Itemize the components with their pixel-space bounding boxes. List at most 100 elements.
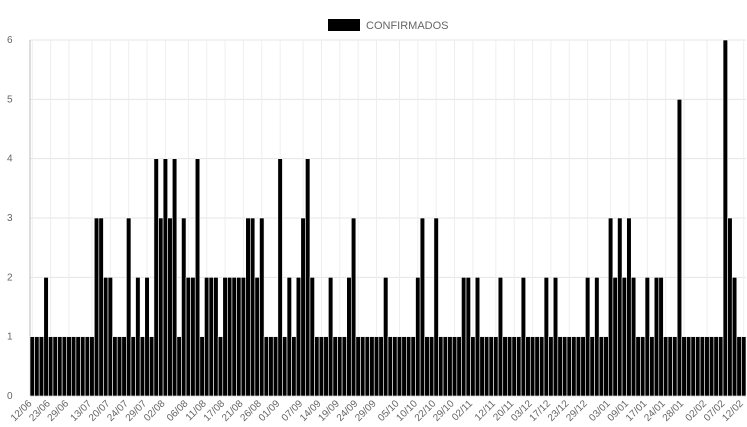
x-tick-label: 12/02 xyxy=(720,398,746,424)
bar xyxy=(608,217,614,397)
bar xyxy=(272,336,279,397)
bar xyxy=(741,336,747,397)
bar xyxy=(451,336,458,397)
y-tick-label: 3 xyxy=(7,213,13,224)
bar xyxy=(158,217,164,397)
bar xyxy=(103,277,109,397)
legend: CONFIRMADOS xyxy=(328,19,449,32)
x-tick-label: 28/01 xyxy=(661,398,687,424)
bar xyxy=(438,336,444,397)
bar xyxy=(89,336,95,397)
bar xyxy=(667,336,673,397)
bars xyxy=(29,39,747,397)
bar xyxy=(690,336,696,397)
bar xyxy=(144,277,150,397)
bar xyxy=(612,277,618,397)
bar xyxy=(217,336,224,397)
x-tick-label: 29/06 xyxy=(46,398,72,424)
bar xyxy=(704,336,710,397)
bar xyxy=(653,277,660,397)
bar xyxy=(410,336,416,397)
bar xyxy=(52,336,58,397)
bar xyxy=(488,336,494,397)
bar xyxy=(176,336,182,397)
bar xyxy=(589,336,595,397)
bar xyxy=(309,277,315,397)
bar xyxy=(135,277,141,397)
bar xyxy=(250,217,256,397)
bar xyxy=(126,217,132,397)
bar xyxy=(557,336,563,397)
y-tick-label: 5 xyxy=(7,94,13,105)
bar xyxy=(121,336,127,397)
bar xyxy=(286,277,292,397)
bar xyxy=(199,336,205,397)
bar xyxy=(185,277,191,397)
bar xyxy=(424,336,430,397)
bar xyxy=(153,158,159,397)
bar xyxy=(346,277,352,397)
bar xyxy=(337,336,343,397)
legend-swatch xyxy=(328,19,360,31)
bar xyxy=(364,336,370,397)
bar xyxy=(84,336,90,397)
bar xyxy=(695,336,701,397)
bar xyxy=(585,277,591,397)
bar xyxy=(722,39,728,397)
bar xyxy=(658,277,664,397)
bar xyxy=(167,217,173,397)
bar xyxy=(511,336,517,397)
y-tick-label: 6 xyxy=(7,35,13,46)
bar xyxy=(282,336,288,397)
bar xyxy=(149,336,155,397)
bar xyxy=(162,158,168,397)
bar xyxy=(474,277,481,397)
bar xyxy=(635,336,641,397)
y-tick-label: 2 xyxy=(7,272,13,283)
bar xyxy=(194,158,201,397)
bar xyxy=(222,277,228,397)
bar xyxy=(38,336,45,397)
bar xyxy=(387,336,393,397)
bar xyxy=(727,217,733,397)
bar xyxy=(447,336,453,397)
bar xyxy=(328,277,334,397)
bar xyxy=(516,336,522,397)
bar xyxy=(507,336,513,397)
bar xyxy=(548,336,554,397)
bar xyxy=(736,336,742,397)
bar xyxy=(75,336,81,397)
bar xyxy=(240,277,247,397)
bar xyxy=(621,277,627,397)
bar xyxy=(43,277,49,397)
bar xyxy=(617,217,623,397)
bar xyxy=(369,336,375,397)
bar xyxy=(139,336,146,397)
bar xyxy=(93,217,100,397)
bar xyxy=(598,336,605,397)
bar xyxy=(245,217,251,397)
bar xyxy=(415,277,421,397)
bar xyxy=(603,336,609,397)
bar xyxy=(479,336,485,397)
bar xyxy=(107,277,113,397)
bar xyxy=(686,336,692,397)
bar xyxy=(300,217,306,397)
bar xyxy=(323,336,329,397)
bar xyxy=(360,336,366,397)
bar xyxy=(383,277,389,397)
bar xyxy=(520,277,526,397)
bar xyxy=(676,99,683,397)
x-axis-ticks: 12/0623/0629/0613/0720/0724/0729/0702/08… xyxy=(9,398,746,424)
bar xyxy=(227,277,233,397)
bar xyxy=(429,336,435,397)
bar xyxy=(305,158,311,397)
bar xyxy=(575,336,582,397)
bar xyxy=(571,336,577,397)
bar xyxy=(493,336,499,397)
bar xyxy=(332,336,338,397)
bar xyxy=(263,336,269,397)
bar xyxy=(190,277,196,397)
x-tick-label: 02/08 xyxy=(142,398,168,424)
legend-label: CONFIRMADOS xyxy=(366,20,449,32)
